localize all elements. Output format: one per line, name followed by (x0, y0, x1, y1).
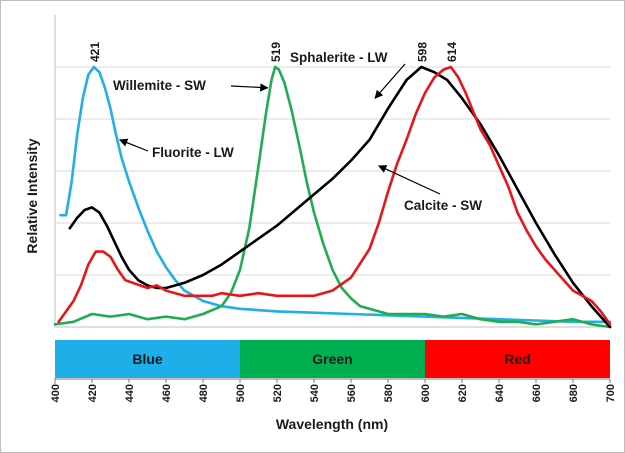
x-tick-label-560: 560 (346, 384, 358, 402)
gridlines (55, 66, 610, 276)
x-tick-label-440: 440 (124, 384, 136, 402)
x-tick-label-660: 660 (531, 384, 543, 402)
x-tick-labels: 400 420 440 460 480 500 520 540 560 580 600 620 640 6… (50, 379, 617, 402)
series-line-1 (53, 65, 612, 329)
series-line-0 (59, 65, 612, 324)
annotation-arrow-0 (230, 83, 269, 92)
x-tick-label-640: 640 (494, 384, 506, 402)
band-red (425, 340, 610, 378)
x-axis-title: Wavelength (nm) (276, 416, 388, 432)
annotation-arrow-3 (377, 165, 441, 195)
peak-label-519: 519 (269, 42, 283, 62)
series-lines (53, 65, 612, 329)
series-line-3 (57, 65, 612, 326)
x-tick-label-600: 600 (420, 384, 432, 402)
x-tick-label-520: 520 (272, 384, 284, 402)
x-tick-label-580: 580 (383, 384, 395, 402)
annotation-label-0: Willemite - SW (113, 78, 206, 93)
x-tick-label-420: 420 (87, 384, 99, 402)
x-tick-label-480: 480 (198, 384, 210, 402)
x-tick-label-400: 400 (50, 384, 62, 402)
x-tick-label-460: 460 (161, 384, 173, 402)
peak-label-614: 614 (445, 42, 459, 62)
y-axis-title: Relative Intensity (24, 138, 40, 253)
annotation-label-2: Fluorite - LW (152, 145, 234, 160)
x-tick-label-700: 700 (605, 384, 617, 402)
peak-label-598: 598 (415, 42, 429, 62)
annotation-arrow-1 (374, 63, 406, 99)
band-label-red: Red (504, 351, 530, 367)
x-tick-label-540: 540 (309, 384, 321, 402)
annotations: Willemite - SW Sphalerite - LW Fluorite - … (113, 50, 482, 213)
band-green (240, 340, 425, 378)
annotation-arrow-2 (118, 138, 149, 152)
annotation-label-1: Sphalerite - LW (290, 50, 388, 65)
color-bands: Blue Green Red (55, 340, 610, 378)
x-tick-label-500: 500 (235, 384, 247, 402)
peak-label-421: 421 (88, 42, 102, 62)
annotation-label-3: Calcite - SW (404, 198, 482, 213)
axes (54, 15, 610, 384)
band-blue (55, 340, 240, 378)
x-tick-label-620: 620 (457, 384, 469, 402)
x-tick-label-680: 680 (568, 384, 580, 402)
series-line-2 (68, 65, 612, 329)
band-label-green: Green (312, 351, 352, 367)
peak-labels: 421 519 598 614 (88, 42, 459, 62)
band-label-blue: Blue (132, 351, 163, 367)
